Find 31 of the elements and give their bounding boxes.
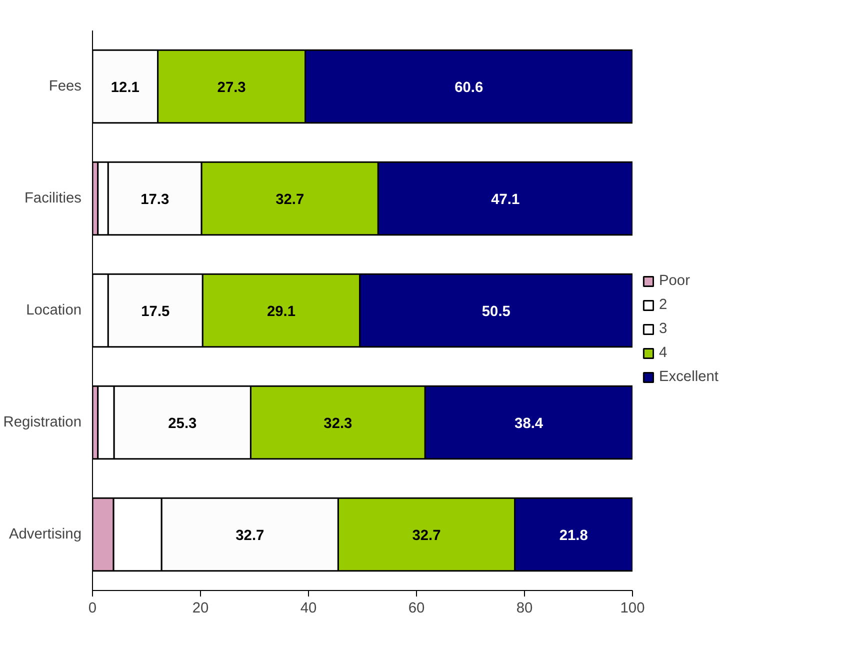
y-tick-label: Facilities <box>24 190 82 206</box>
x-tick-label: 0 <box>88 600 97 616</box>
data-label: 17.5 <box>141 304 170 320</box>
data-label: 32.7 <box>276 192 304 208</box>
data-label: 29.1 <box>266 304 296 320</box>
data-label: 25.3 <box>168 416 197 432</box>
data-label: 47.1 <box>491 192 520 208</box>
x-tick-label: 60 <box>408 600 425 616</box>
data-label: 12.1 <box>110 80 140 96</box>
legend-label: Poor <box>659 273 690 289</box>
y-tick-label: Advertising <box>9 526 82 542</box>
y-tick-label: Registration <box>3 414 82 430</box>
legend-label: 3 <box>659 321 668 337</box>
x-tick-label: 80 <box>516 600 533 616</box>
data-label: 32.7 <box>236 528 264 544</box>
legend-label: Excellent <box>659 369 718 385</box>
data-label: 32.7 <box>412 528 441 544</box>
data-label: 32.3 <box>324 416 352 432</box>
data-label: 50.5 <box>482 304 510 320</box>
legend-label: 2 <box>659 297 668 313</box>
data-label: 21.8 <box>559 528 588 544</box>
x-tick-label: 100 <box>620 600 645 616</box>
y-tick-label: Location <box>26 302 82 318</box>
y-tick-label: Fees <box>48 78 82 94</box>
data-label: 27.3 <box>217 80 246 96</box>
data-label: 17.3 <box>140 192 170 208</box>
legend-label: 4 <box>659 345 668 361</box>
data-label: 38.4 <box>514 416 544 432</box>
x-tick-label: 20 <box>192 600 209 616</box>
x-tick-label: 40 <box>300 600 317 616</box>
data-label: 60.6 <box>454 80 484 96</box>
